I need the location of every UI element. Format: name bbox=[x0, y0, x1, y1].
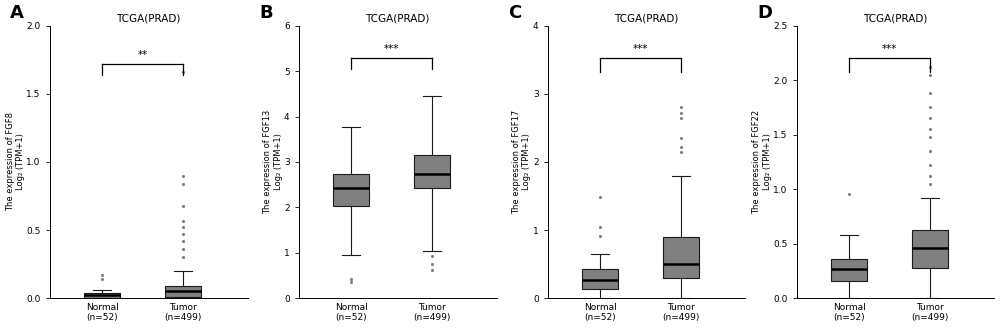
PathPatch shape bbox=[165, 286, 201, 297]
Text: D: D bbox=[757, 4, 772, 22]
Text: ***: *** bbox=[633, 44, 648, 54]
Text: B: B bbox=[259, 4, 273, 22]
PathPatch shape bbox=[84, 293, 120, 297]
Text: ***: *** bbox=[384, 44, 399, 54]
Y-axis label: The expression of FGF13
Log₂ (TPM+1): The expression of FGF13 Log₂ (TPM+1) bbox=[263, 110, 283, 214]
PathPatch shape bbox=[663, 237, 699, 278]
Title: TCGA(PRAD): TCGA(PRAD) bbox=[116, 13, 181, 24]
PathPatch shape bbox=[831, 259, 867, 281]
Text: ***: *** bbox=[882, 44, 897, 54]
Y-axis label: The expression of FGF22
Log₂ (TPM+1): The expression of FGF22 Log₂ (TPM+1) bbox=[752, 110, 772, 214]
Title: TCGA(PRAD): TCGA(PRAD) bbox=[365, 13, 430, 24]
PathPatch shape bbox=[912, 230, 948, 268]
PathPatch shape bbox=[582, 269, 618, 289]
Text: C: C bbox=[508, 4, 521, 22]
Title: TCGA(PRAD): TCGA(PRAD) bbox=[863, 13, 928, 24]
Text: A: A bbox=[10, 4, 24, 22]
Text: **: ** bbox=[137, 50, 148, 60]
Y-axis label: The expression of FGF17
Log₂ (TPM+1): The expression of FGF17 Log₂ (TPM+1) bbox=[512, 110, 531, 214]
Y-axis label: The expression of FGF8
Log₂ (TPM+1): The expression of FGF8 Log₂ (TPM+1) bbox=[6, 113, 25, 212]
PathPatch shape bbox=[414, 155, 450, 188]
PathPatch shape bbox=[333, 174, 369, 206]
Title: TCGA(PRAD): TCGA(PRAD) bbox=[614, 13, 679, 24]
